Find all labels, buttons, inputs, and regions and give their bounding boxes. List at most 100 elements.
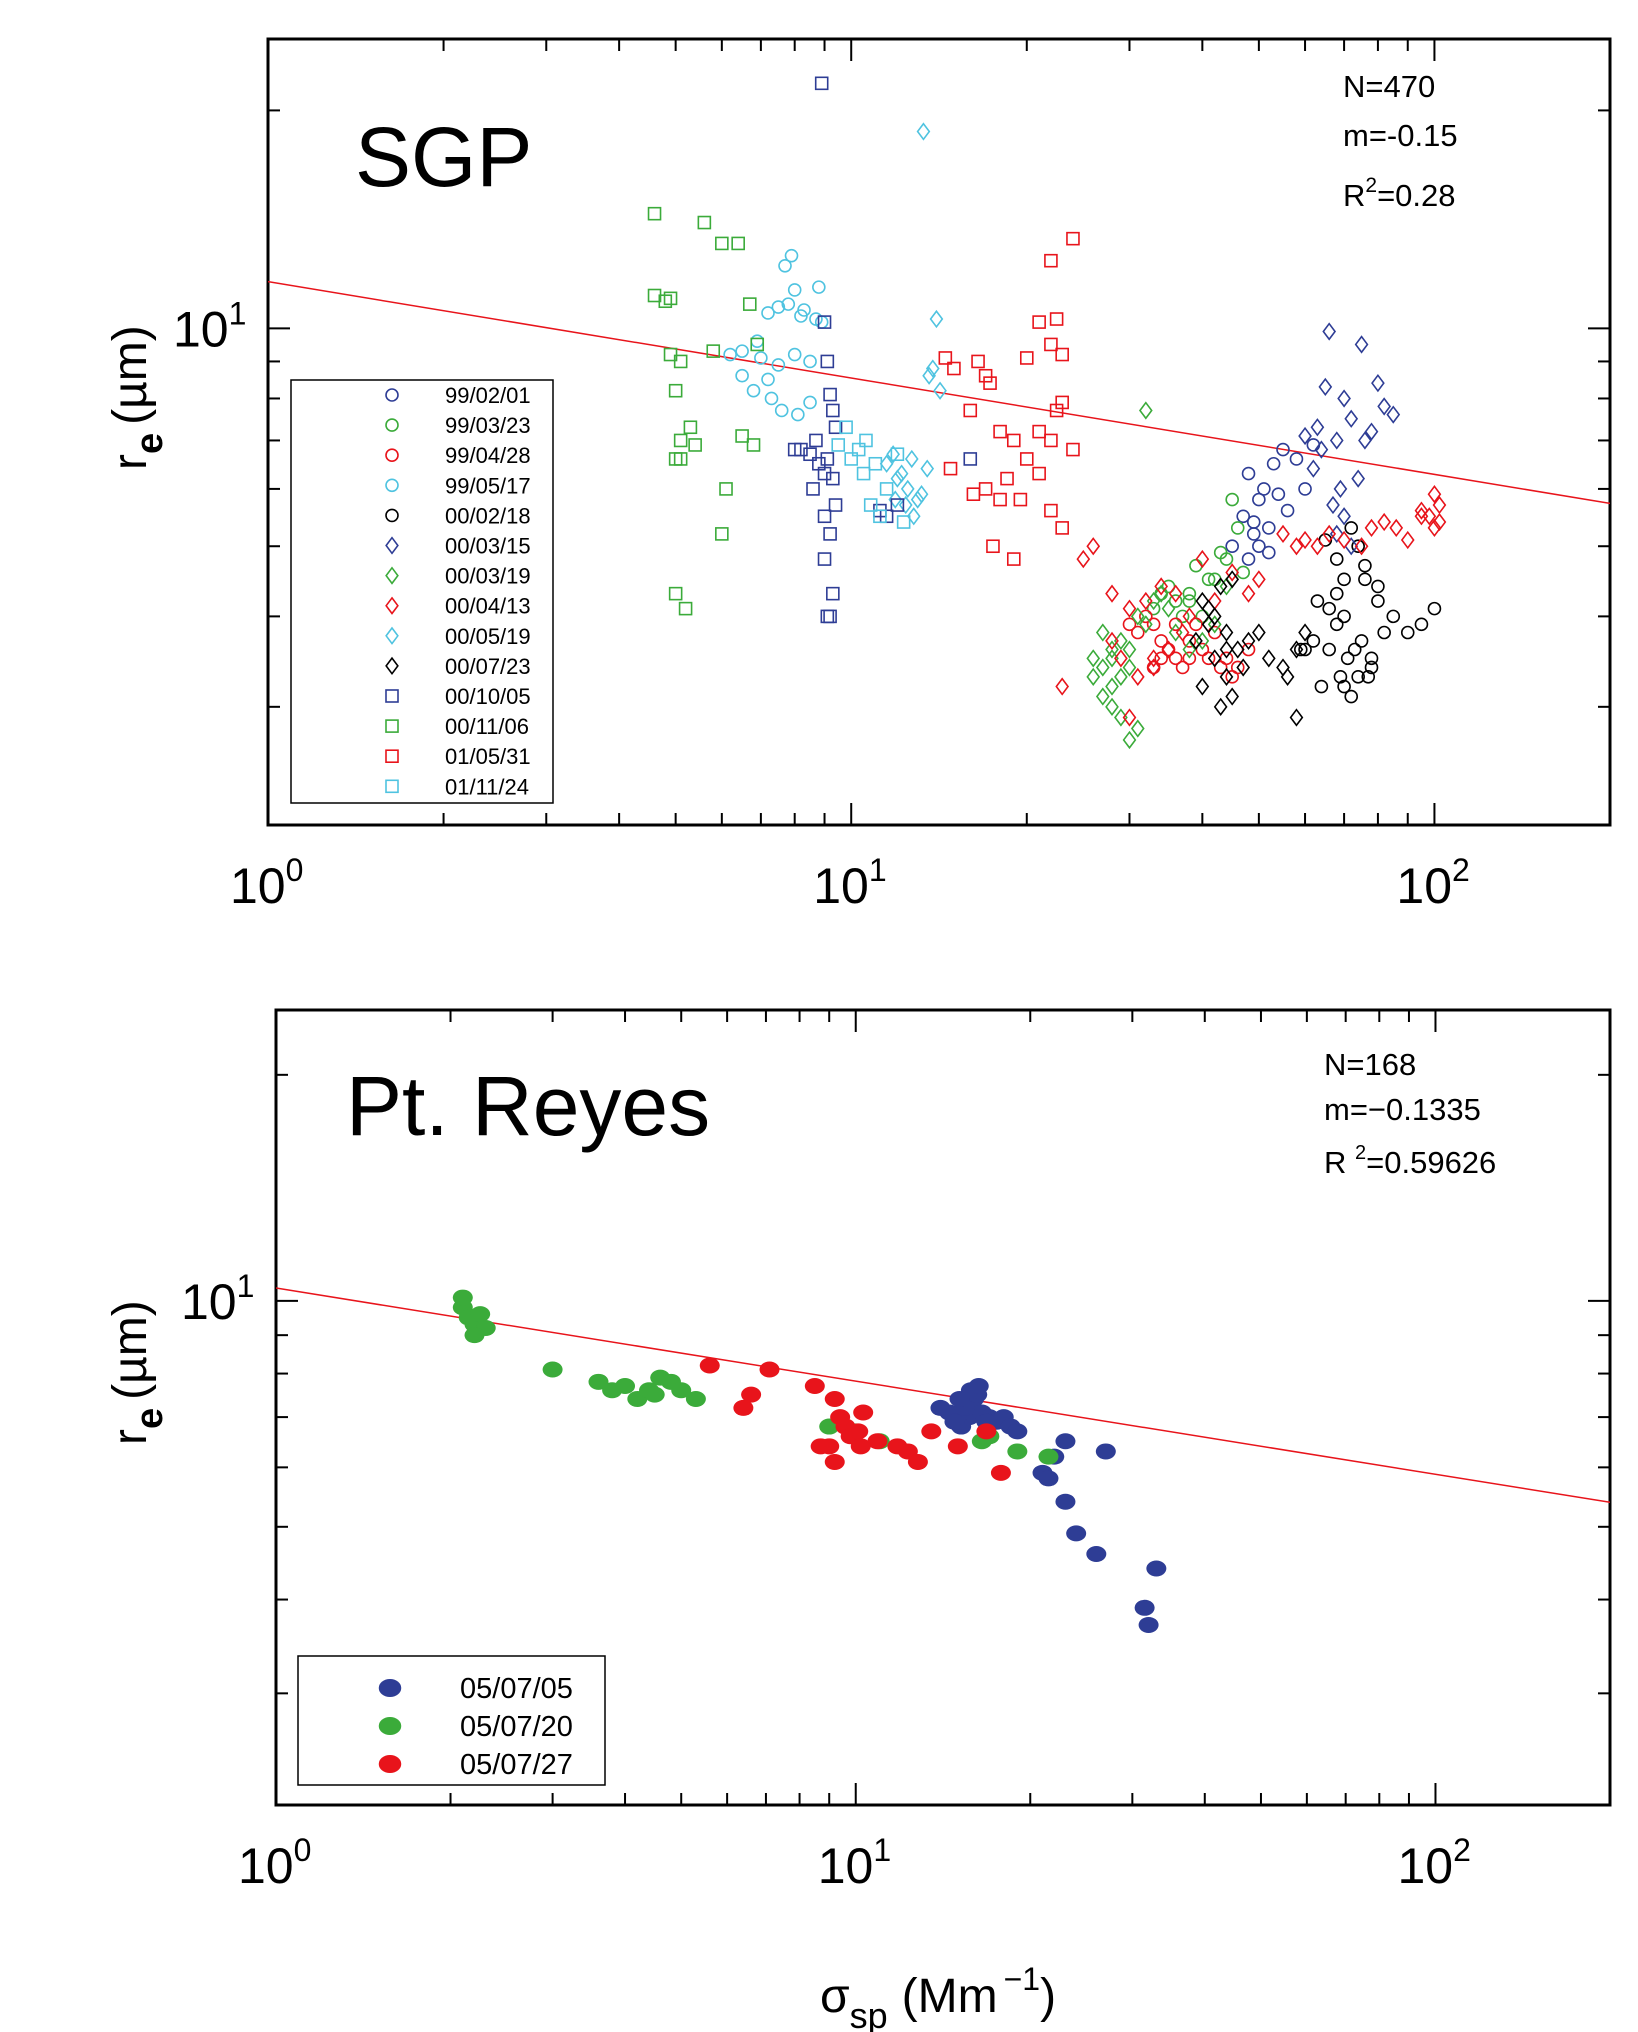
- x-tick-base: 10: [818, 1838, 874, 1894]
- data-point: [906, 507, 921, 526]
- data-point: [1241, 642, 1256, 657]
- data-point: [1019, 351, 1034, 365]
- data-point: [1055, 521, 1069, 535]
- data-point: [470, 1306, 491, 1323]
- stats-slope: m=−0.1335: [1324, 1092, 1481, 1127]
- data-point: [853, 1404, 874, 1421]
- data-point: [1195, 591, 1210, 611]
- data-point: [1364, 651, 1379, 666]
- data-point: [863, 498, 878, 512]
- data-point: [1139, 609, 1153, 624]
- data-point: [1262, 545, 1276, 560]
- legend-label: 00/02/18: [445, 503, 531, 528]
- data-point: [1032, 315, 1046, 329]
- data-point: [1354, 634, 1369, 648]
- data-point: [787, 283, 802, 297]
- y-label-sub: e: [129, 1408, 171, 1429]
- data-point: [809, 433, 823, 448]
- data-point: [1340, 651, 1355, 666]
- data-point: [1161, 599, 1176, 618]
- data-point: [890, 447, 905, 462]
- data-point: [1207, 591, 1222, 611]
- y-label-main: r: [104, 1429, 157, 1445]
- data-point: [746, 438, 761, 452]
- data-point: [588, 1373, 609, 1390]
- x-tick-exp: 2: [1452, 852, 1470, 888]
- data-point: [1105, 631, 1119, 651]
- data-point: [615, 1378, 636, 1395]
- data-point: [1076, 549, 1091, 569]
- stats-n: N=470: [1343, 69, 1435, 104]
- data-point: [1055, 395, 1069, 410]
- data-point: [678, 601, 693, 616]
- data-point: [1105, 649, 1119, 668]
- data-point: [1207, 649, 1222, 668]
- legend-marker: [385, 749, 399, 764]
- data-point: [1175, 609, 1190, 624]
- legend-marker: [385, 719, 399, 733]
- data-point: [823, 387, 837, 402]
- data-point: [1354, 335, 1369, 354]
- data-point: [943, 461, 958, 476]
- x-tick-base: 10: [238, 1838, 294, 1894]
- series-00-10-05: [787, 76, 978, 624]
- data-point: [1344, 409, 1359, 428]
- data-point: [1086, 1545, 1107, 1562]
- svg-text:re(µm): re (µm): [104, 1300, 171, 1445]
- data-point: [1044, 433, 1058, 448]
- data-point: [804, 1378, 825, 1395]
- data-point: [888, 490, 903, 509]
- data-point: [1344, 689, 1359, 704]
- data-point: [1114, 631, 1128, 651]
- data-point: [1289, 640, 1304, 659]
- data-point: [1310, 418, 1325, 437]
- data-point: [715, 527, 729, 541]
- data-point: [1389, 518, 1404, 538]
- data-point: [873, 509, 887, 524]
- data-point: [761, 306, 775, 320]
- data-point: [817, 509, 832, 524]
- data-point: [1236, 658, 1251, 677]
- legend-marker: [385, 536, 399, 555]
- data-point: [1371, 579, 1385, 594]
- x-tick-base: 10: [1396, 858, 1452, 914]
- data-point: [1105, 640, 1119, 659]
- data-point: [787, 347, 802, 362]
- data-point: [949, 1390, 970, 1407]
- data-point: [1066, 1525, 1087, 1542]
- x-tick-exp: 0: [294, 1832, 312, 1868]
- data-point: [1049, 312, 1064, 326]
- data-point: [1322, 642, 1336, 657]
- data-point: [1201, 572, 1216, 587]
- data-point: [1241, 631, 1256, 651]
- data-point: [774, 403, 789, 418]
- data-point: [688, 438, 702, 452]
- data-point: [1289, 708, 1304, 727]
- data-point: [879, 454, 894, 473]
- data-point: [1326, 495, 1340, 515]
- data-point: [1213, 577, 1228, 596]
- data-point: [1289, 452, 1304, 466]
- x-tick-label: 101: [818, 1832, 891, 1894]
- legend-marker: [385, 626, 399, 645]
- stats-n: N=168: [1324, 1047, 1416, 1082]
- data-point: [1377, 397, 1392, 416]
- x-label-exp: −1: [1004, 1961, 1040, 1997]
- data-point: [1252, 570, 1266, 589]
- data-point: [715, 236, 729, 251]
- data-point: [1337, 389, 1351, 408]
- data-point: [1207, 615, 1222, 634]
- data-point: [1189, 558, 1203, 573]
- data-point: [1195, 631, 1210, 651]
- data-point: [1347, 642, 1362, 657]
- data-point: [925, 359, 940, 378]
- data-point: [1333, 479, 1348, 499]
- data-point: [1044, 337, 1058, 352]
- legend: 05/07/05 05/07/20 05/07/27: [297, 1655, 606, 1786]
- data-point: [1225, 539, 1239, 554]
- plot-frame: [266, 37, 1612, 827]
- data-point: [1261, 649, 1276, 668]
- data-point: [1086, 537, 1101, 556]
- data-point: [663, 347, 678, 362]
- data-point: [1130, 607, 1145, 626]
